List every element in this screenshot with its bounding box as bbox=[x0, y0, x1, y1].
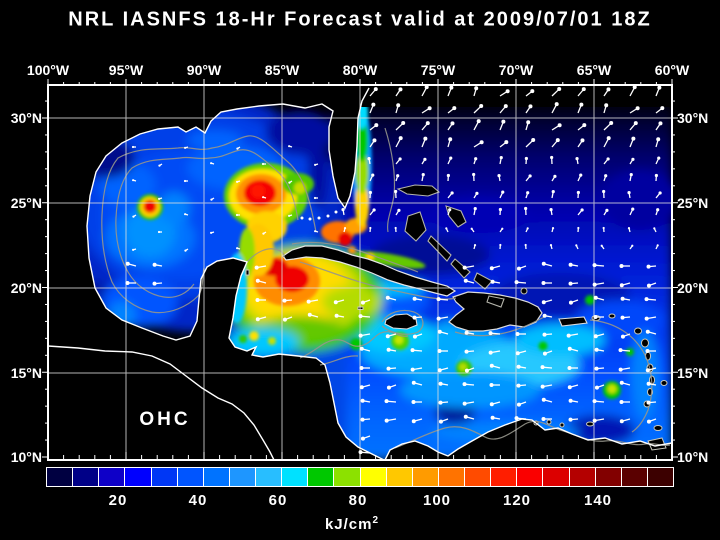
lon-label-90w: 90°W bbox=[186, 62, 222, 78]
grid-lines bbox=[48, 85, 672, 460]
colorbar-tick-100: 100 bbox=[422, 492, 452, 509]
lon-label-85w: 85°W bbox=[264, 62, 300, 78]
current-vectors bbox=[125, 85, 665, 455]
coastlines bbox=[48, 87, 672, 460]
colorbar-tick-20: 20 bbox=[108, 492, 128, 509]
colorbar-segment bbox=[151, 468, 177, 486]
colorbar-tick-40: 40 bbox=[188, 492, 208, 509]
cuba bbox=[282, 245, 457, 297]
lon-label-80w: 80°W bbox=[342, 62, 378, 78]
lat-label-left-25n: 25°N bbox=[10, 195, 42, 211]
colorbar-segment bbox=[47, 468, 73, 486]
lon-label-100w: 100°W bbox=[26, 62, 70, 78]
lon-label-75w: 75°W bbox=[420, 62, 456, 78]
puerto-rico bbox=[558, 316, 588, 327]
colorbar-segment bbox=[465, 468, 491, 486]
lon-label-60w: 60°W bbox=[654, 62, 690, 78]
jamaica bbox=[384, 313, 418, 330]
colorbar-segment bbox=[621, 468, 647, 486]
colorbar-segment bbox=[125, 468, 151, 486]
colorbar-segment bbox=[412, 468, 438, 486]
colorbar-tick-labels: 20 40 60 80 100 120 140 bbox=[46, 492, 674, 510]
land-masses bbox=[48, 85, 672, 460]
hispaniola bbox=[448, 291, 543, 332]
colorbar-tick-120: 120 bbox=[502, 492, 532, 509]
colorbar-segment bbox=[73, 468, 99, 486]
colorbar-tick-80: 80 bbox=[348, 492, 368, 509]
colorbar-segment bbox=[229, 468, 255, 486]
map-frame bbox=[47, 84, 673, 461]
field-label-ohc: OHC bbox=[139, 409, 191, 430]
colorbar bbox=[46, 467, 674, 487]
lon-label-70w: 70°W bbox=[498, 62, 534, 78]
colorbar-segment bbox=[647, 468, 673, 486]
colorbar-segment bbox=[543, 468, 569, 486]
colorbar-segment bbox=[203, 468, 229, 486]
lat-label-right-15n: 15°N bbox=[677, 365, 709, 381]
plot-title: NRL IASNFS 18-Hr Forecast valid at 2009/… bbox=[68, 8, 652, 31]
colorbar-unit-label: kJ/cm2 bbox=[324, 515, 380, 533]
colorbar-segment bbox=[177, 468, 203, 486]
colorbar-segment bbox=[360, 468, 386, 486]
colorbar-segment bbox=[308, 468, 334, 486]
lat-label-right-30n: 30°N bbox=[677, 110, 709, 126]
lat-label-right-10n: 10°N bbox=[677, 449, 709, 465]
colorbar-segment bbox=[438, 468, 464, 486]
lon-label-65w: 65°W bbox=[576, 62, 612, 78]
colorbar-segment bbox=[517, 468, 543, 486]
lon-label-95w: 95°W bbox=[108, 62, 144, 78]
colorbar-tick-140: 140 bbox=[583, 492, 613, 509]
bahamas bbox=[396, 184, 528, 308]
colorbar-segment bbox=[569, 468, 595, 486]
lat-label-right-20n: 20°N bbox=[677, 280, 709, 296]
colorbar-segment bbox=[386, 468, 412, 486]
lat-label-left-10n: 10°N bbox=[10, 449, 42, 465]
colorbar-segment bbox=[99, 468, 125, 486]
florida-keys bbox=[300, 210, 338, 221]
lat-label-left-30n: 30°N bbox=[10, 110, 42, 126]
colorbar-segment bbox=[334, 468, 360, 486]
lat-label-left-20n: 20°N bbox=[10, 280, 42, 296]
lat-label-right-25n: 25°N bbox=[677, 195, 709, 211]
colorbar-segment bbox=[491, 468, 517, 486]
lat-label-left-15n: 15°N bbox=[10, 365, 42, 381]
colorbar-segment bbox=[595, 468, 621, 486]
colorbar-segment bbox=[256, 468, 282, 486]
colorbar-tick-60: 60 bbox=[268, 492, 288, 509]
colorbar-segment bbox=[282, 468, 308, 486]
